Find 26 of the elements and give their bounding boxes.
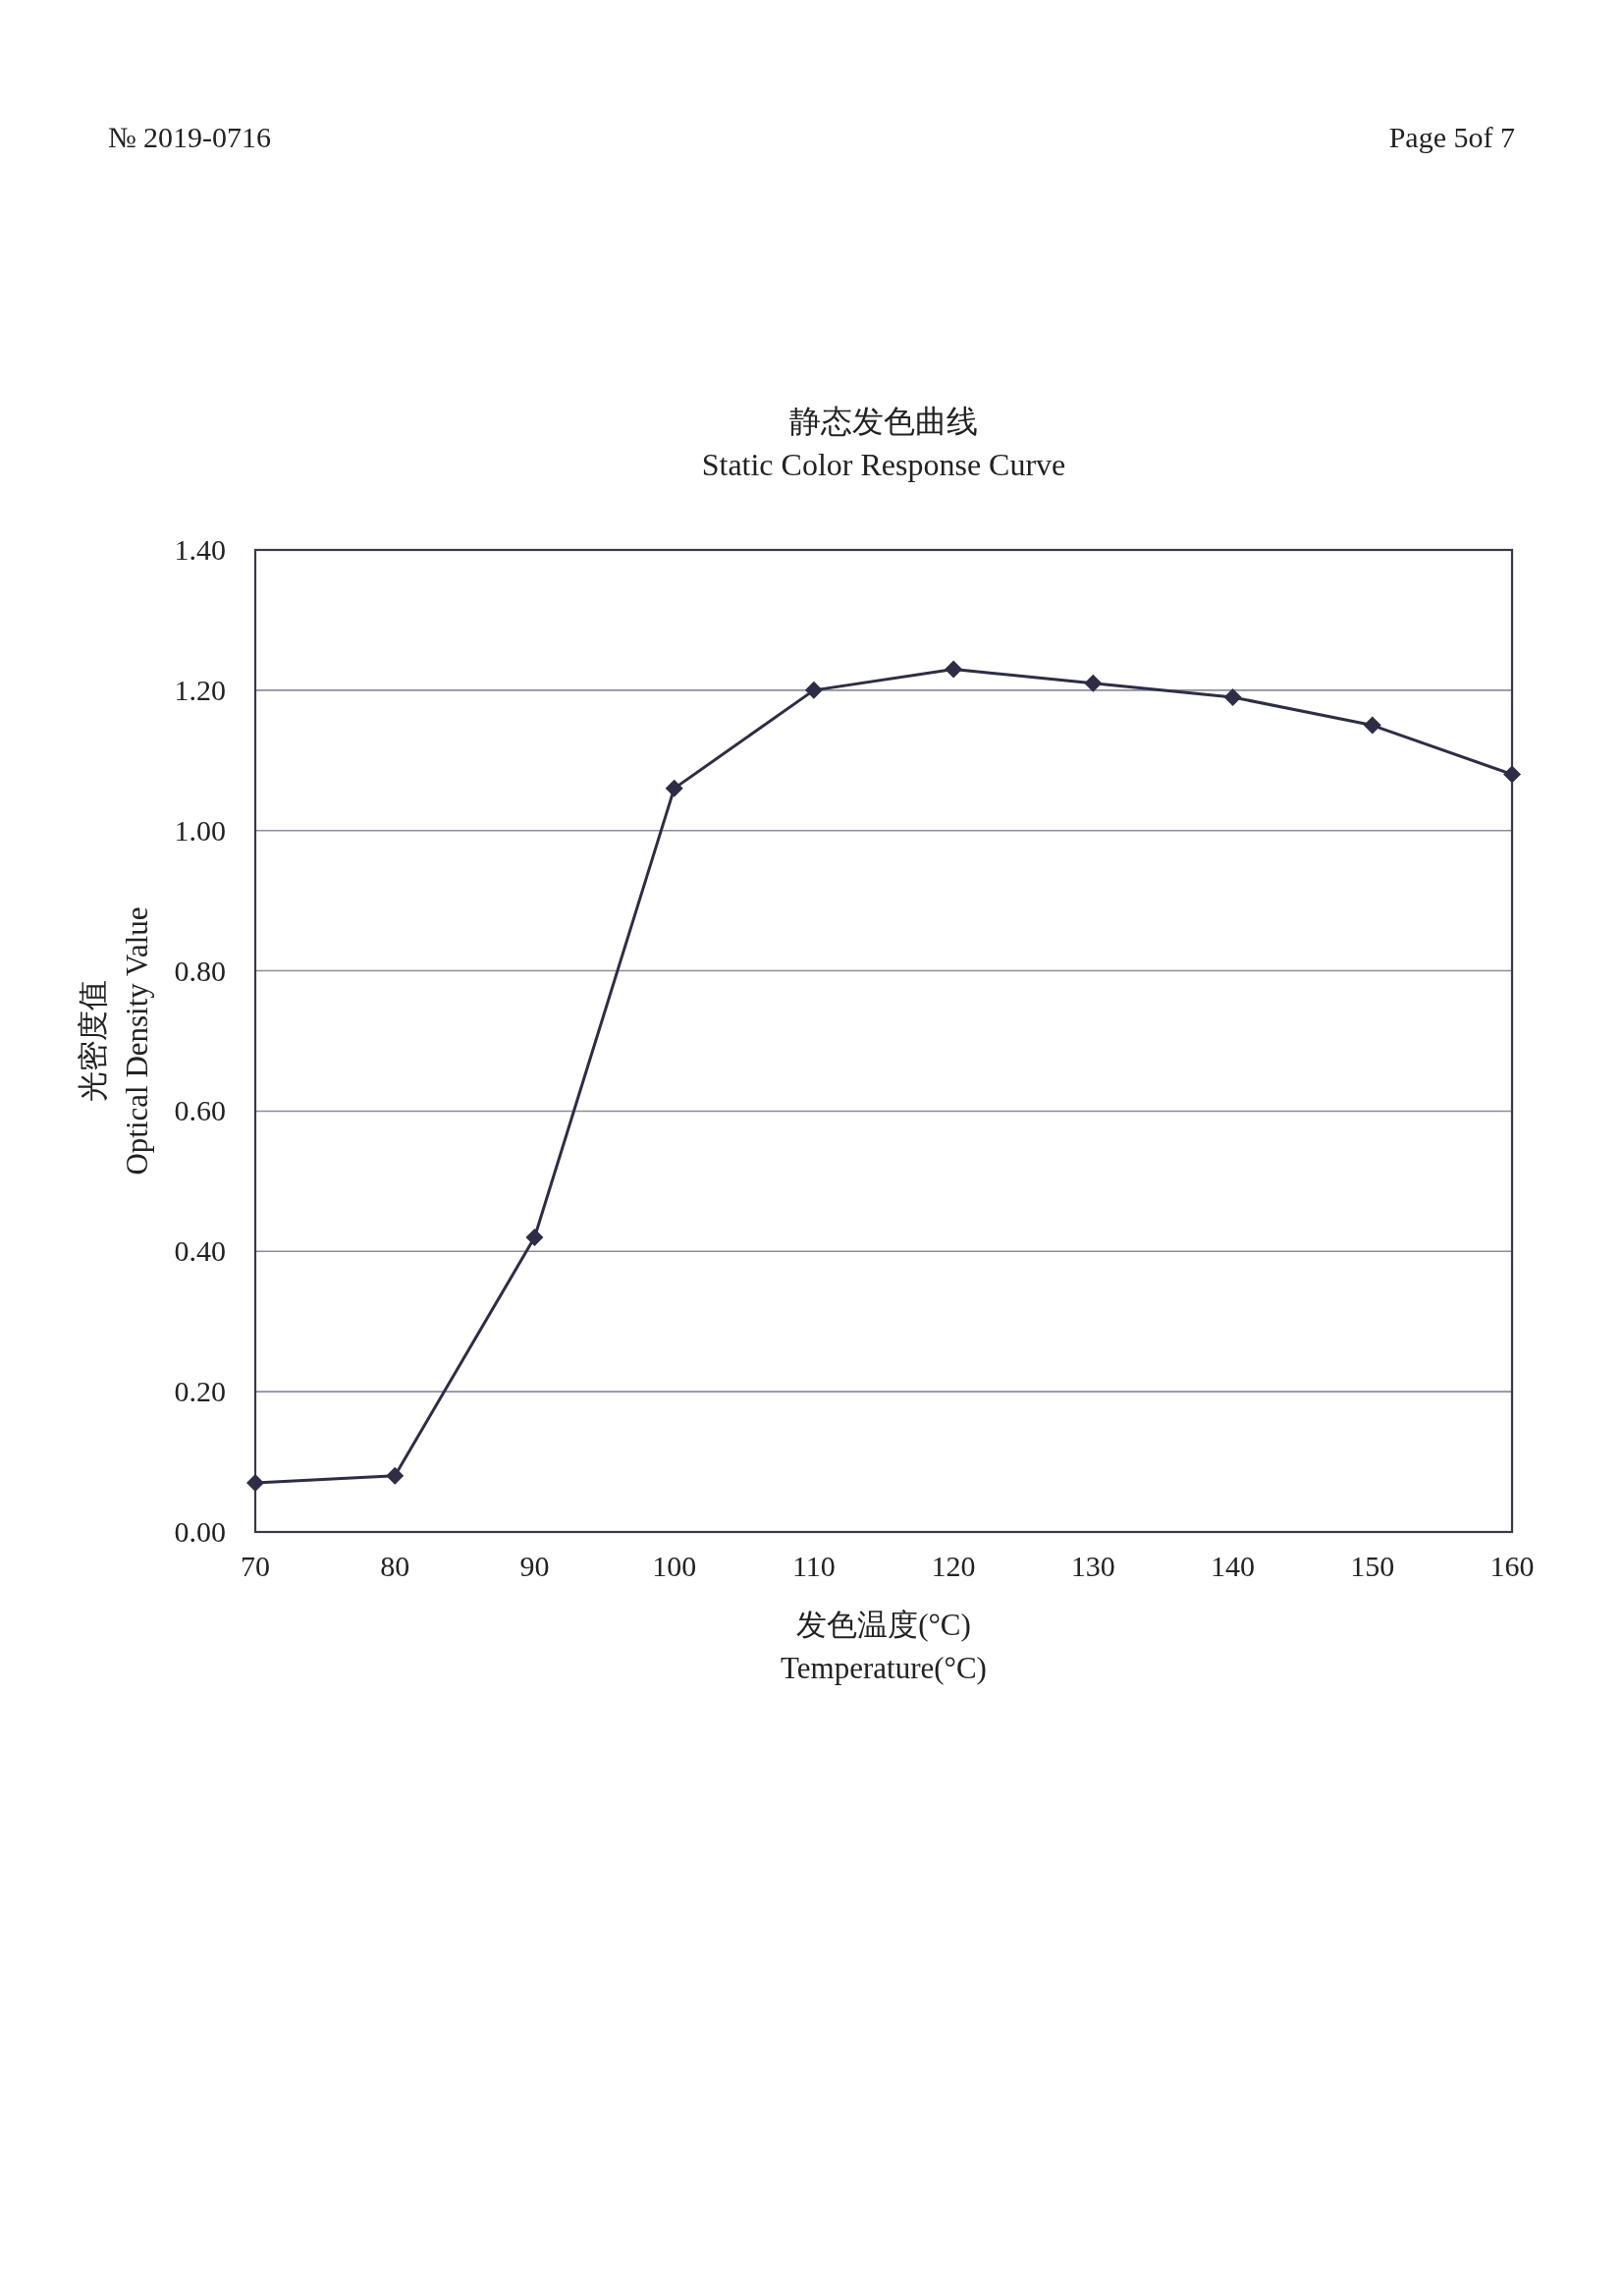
x-tick: 130 xyxy=(1070,1550,1115,1582)
y-tick: 1.00 xyxy=(174,813,226,847)
y-tick: 0.20 xyxy=(174,1375,226,1408)
y-label: Optical Density Value xyxy=(120,906,154,1175)
y-tick: 1.40 xyxy=(174,533,226,566)
y-tick: 0.60 xyxy=(174,1094,226,1127)
x-tick: 140 xyxy=(1211,1550,1256,1582)
y-tick: 0.40 xyxy=(174,1234,226,1268)
x-tick: 160 xyxy=(1489,1550,1535,1582)
x-label: Temperature(°C) xyxy=(781,1651,987,1685)
x-tick: 150 xyxy=(1350,1550,1395,1582)
x-tick: 110 xyxy=(791,1550,836,1582)
x-tick: 70 xyxy=(241,1550,270,1582)
subtitle: Static Color Response Curve xyxy=(701,447,1066,482)
x-tick: 80 xyxy=(380,1550,410,1582)
y-label: 光密度值 xyxy=(76,980,110,1102)
x-tick: 100 xyxy=(652,1550,697,1582)
y-tick: 1.20 xyxy=(174,673,226,706)
annotation: Page 5of 7 xyxy=(1388,121,1515,153)
title: 静态发色曲线 xyxy=(789,404,978,439)
annotation: № 2019-0716 xyxy=(108,121,272,153)
y-tick: 0.80 xyxy=(174,954,226,987)
x-tick: 90 xyxy=(519,1550,550,1582)
x-label: 发色温度(°C) xyxy=(796,1608,971,1642)
y-tick: 0.00 xyxy=(174,1515,226,1548)
x-tick: 120 xyxy=(931,1550,976,1582)
